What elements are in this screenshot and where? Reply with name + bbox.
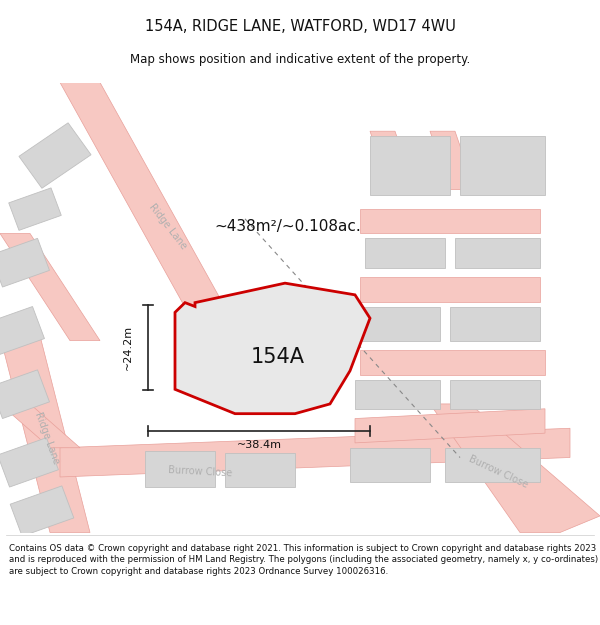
Polygon shape	[145, 451, 215, 487]
Polygon shape	[175, 283, 370, 414]
Text: ~438m²/~0.108ac.: ~438m²/~0.108ac.	[215, 219, 361, 234]
Polygon shape	[350, 448, 430, 482]
Text: Contains OS data © Crown copyright and database right 2021. This information is : Contains OS data © Crown copyright and d…	[9, 544, 598, 576]
Polygon shape	[9, 188, 61, 231]
Polygon shape	[0, 370, 49, 419]
Polygon shape	[0, 336, 90, 532]
Polygon shape	[355, 379, 440, 409]
Polygon shape	[360, 278, 540, 302]
Polygon shape	[0, 234, 100, 341]
Polygon shape	[355, 409, 545, 443]
Text: Burrow Close: Burrow Close	[467, 454, 529, 490]
Polygon shape	[430, 131, 475, 189]
Polygon shape	[460, 136, 545, 194]
Polygon shape	[370, 131, 415, 189]
Polygon shape	[0, 306, 44, 355]
Polygon shape	[19, 123, 91, 188]
Polygon shape	[225, 452, 295, 487]
Polygon shape	[360, 351, 545, 375]
Polygon shape	[360, 306, 440, 341]
Polygon shape	[370, 136, 450, 194]
Polygon shape	[455, 238, 540, 268]
Text: ~38.4m: ~38.4m	[236, 440, 281, 450]
Polygon shape	[365, 238, 445, 268]
Polygon shape	[0, 238, 49, 287]
Polygon shape	[450, 379, 540, 409]
Polygon shape	[0, 438, 58, 487]
Polygon shape	[430, 404, 600, 532]
Text: Ridge Lane: Ridge Lane	[147, 202, 189, 251]
Text: ~24.2m: ~24.2m	[123, 325, 133, 370]
Polygon shape	[445, 448, 540, 482]
Polygon shape	[0, 404, 80, 448]
Text: Ridge Lane: Ridge Lane	[33, 411, 61, 466]
Text: Map shows position and indicative extent of the property.: Map shows position and indicative extent…	[130, 53, 470, 66]
Polygon shape	[360, 209, 540, 234]
Text: 154A, RIDGE LANE, WATFORD, WD17 4WU: 154A, RIDGE LANE, WATFORD, WD17 4WU	[145, 19, 455, 34]
Text: Burrow Close: Burrow Close	[168, 466, 232, 479]
Polygon shape	[450, 306, 540, 341]
Polygon shape	[60, 428, 570, 477]
Polygon shape	[10, 486, 74, 536]
Text: 154A: 154A	[251, 347, 305, 367]
Polygon shape	[60, 82, 230, 316]
